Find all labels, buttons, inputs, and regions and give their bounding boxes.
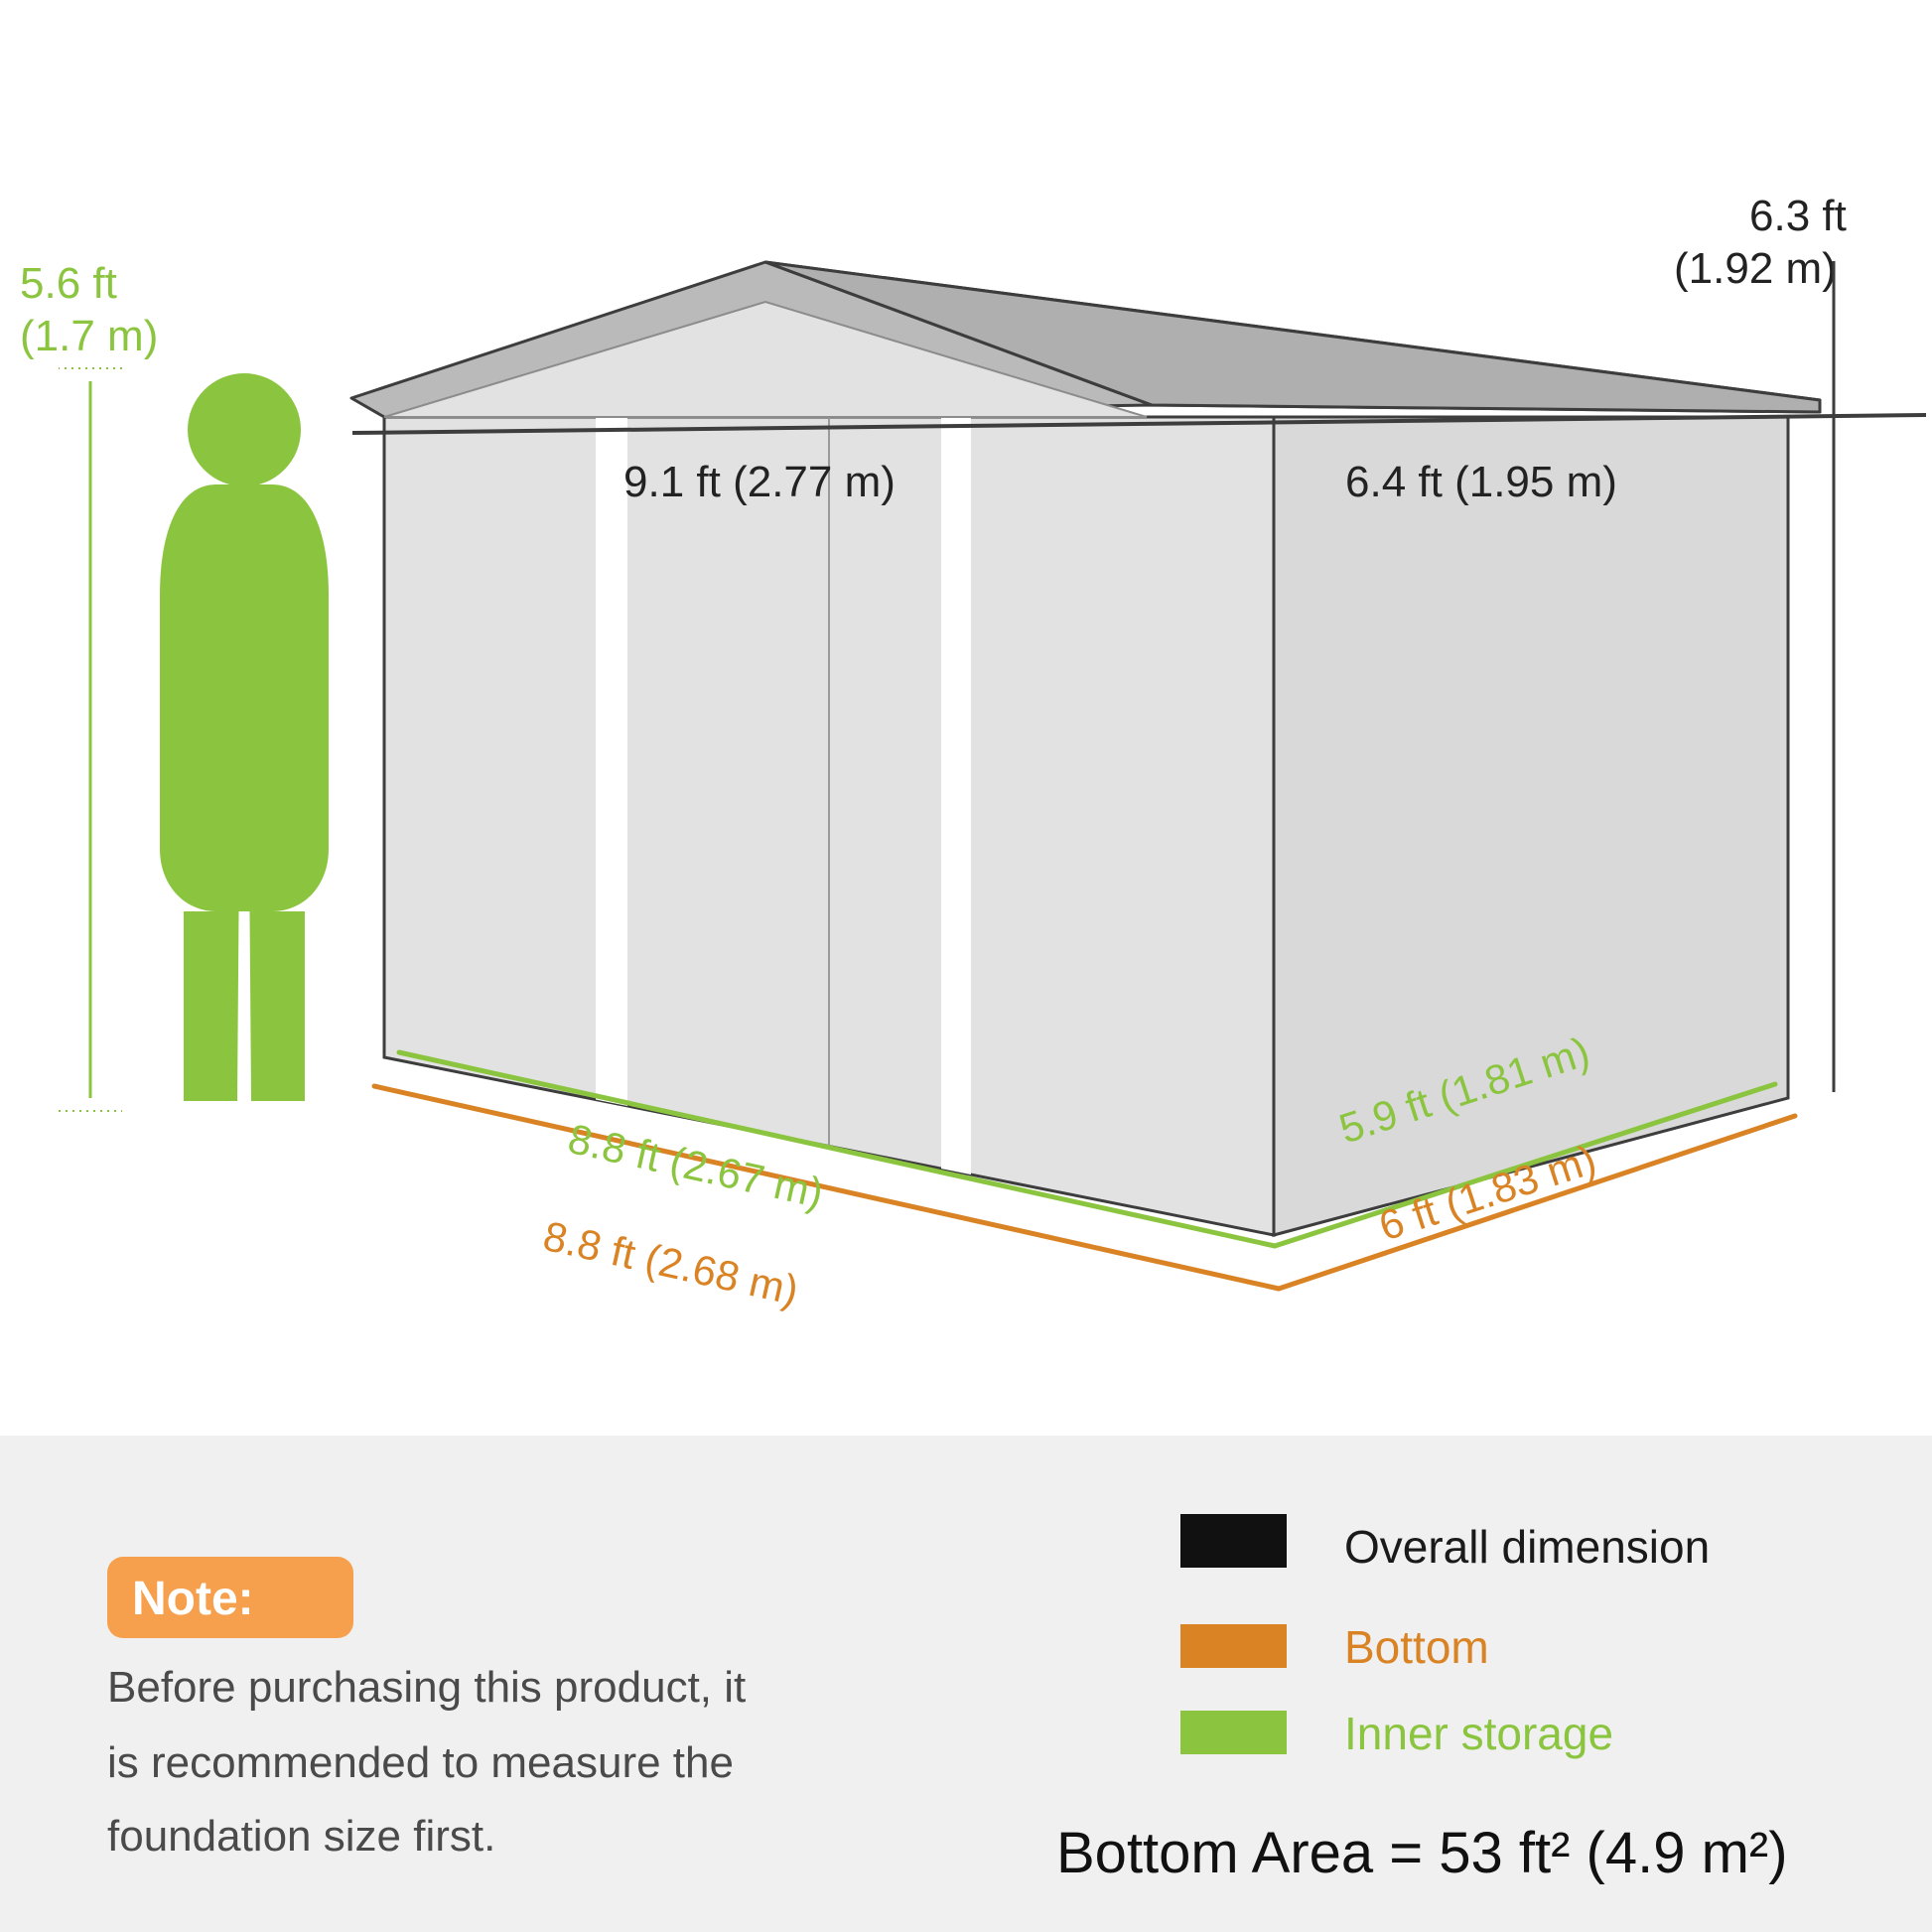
svg-text:6.4 ft (1.95 m): 6.4 ft (1.95 m) xyxy=(1345,458,1617,506)
svg-text:Inner storage: Inner storage xyxy=(1344,1708,1613,1759)
svg-text:(1.7 m): (1.7 m) xyxy=(20,312,158,360)
svg-text:Before purchasing this product: Before purchasing this product, it xyxy=(107,1663,746,1712)
svg-text:6.3 ft: 6.3 ft xyxy=(1749,192,1847,240)
svg-text:5.6 ft: 5.6 ft xyxy=(20,259,117,308)
svg-text:Overall dimension: Overall dimension xyxy=(1344,1521,1710,1573)
svg-text:(1.92 m): (1.92 m) xyxy=(1674,244,1837,293)
svg-text:foundation size first.: foundation size first. xyxy=(107,1812,495,1861)
svg-text:Bottom Area = 53 ft² (4.9 m²): Bottom Area = 53 ft² (4.9 m²) xyxy=(1056,1821,1788,1885)
svg-text:Note:: Note: xyxy=(132,1573,254,1625)
svg-text:Bottom: Bottom xyxy=(1344,1621,1489,1673)
svg-text:is recommended to measure the: is recommended to measure the xyxy=(107,1738,734,1787)
svg-text:8.8 ft (2.68 m): 8.8 ft (2.68 m) xyxy=(539,1212,802,1313)
svg-text:9.1 ft (2.77 m): 9.1 ft (2.77 m) xyxy=(623,458,896,506)
